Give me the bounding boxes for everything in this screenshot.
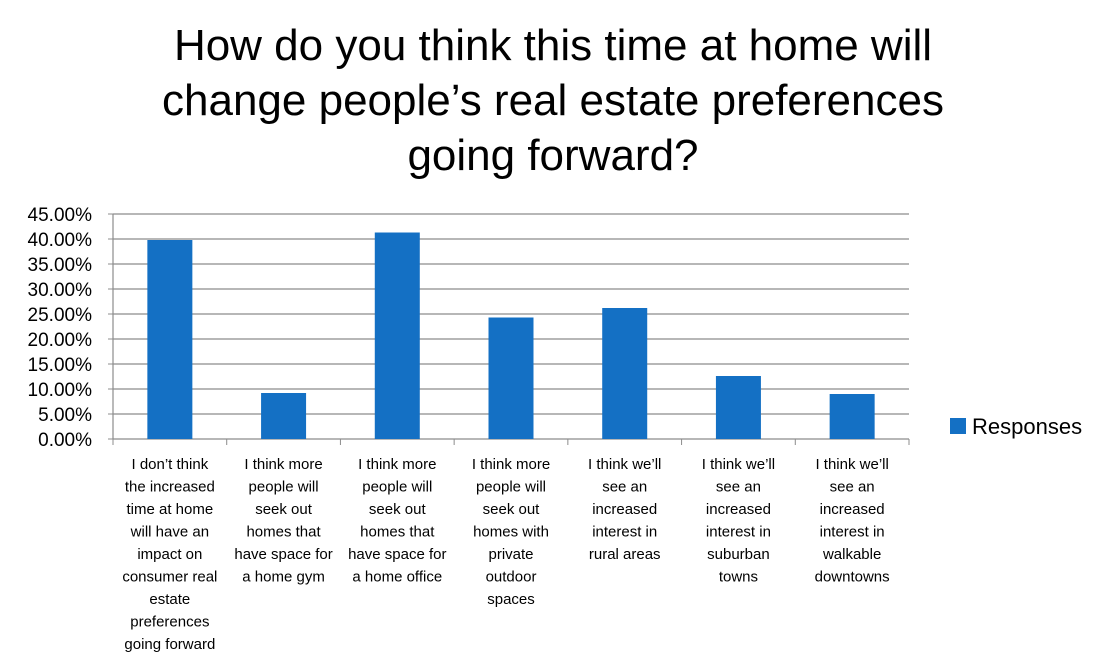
x-tick-label: going forward: [124, 636, 215, 653]
y-tick-label: 20.00%: [28, 330, 93, 351]
x-tick-label: increased: [592, 501, 657, 518]
x-tick-label: see an: [830, 479, 875, 496]
x-tick-label: towns: [719, 569, 758, 586]
y-tick-label: 45.00%: [28, 205, 93, 226]
x-tick-label: outdoor: [486, 569, 537, 586]
chart-title: How do you think this time at home will …: [80, 18, 1026, 183]
bar: [829, 394, 875, 439]
x-tick-label: I think more: [472, 456, 550, 473]
x-tick-label: seek out: [255, 501, 313, 518]
x-tick-label: people will: [476, 479, 546, 496]
x-tick-label: preferences: [130, 614, 209, 631]
x-tick-label: I think we’ll: [815, 456, 888, 473]
x-tick-label: I think we’ll: [588, 456, 661, 473]
x-tick-label: the increased: [125, 479, 215, 496]
bar: [715, 376, 761, 439]
bar: [261, 393, 307, 439]
x-tick-label: I think more: [358, 456, 436, 473]
x-tick-label: estate: [149, 591, 190, 608]
y-tick-label: 35.00%: [28, 255, 93, 276]
y-tick-label: 10.00%: [28, 380, 93, 401]
x-tick-label: interest in: [706, 524, 771, 541]
x-tick-label: a home office: [352, 569, 442, 586]
x-tick-label: seek out: [369, 501, 427, 518]
x-tick-label: I think more: [244, 456, 322, 473]
x-tick-label: seek out: [483, 501, 541, 518]
bar: [374, 232, 420, 439]
x-tick-label: people will: [249, 479, 319, 496]
x-tick-label: I don’t think: [131, 456, 208, 473]
x-tick-label: time at home: [126, 501, 213, 518]
x-tick-label: homes with: [473, 524, 549, 541]
x-tick-label: have space for: [348, 546, 446, 563]
y-tick-label: 15.00%: [28, 355, 93, 376]
x-tick-label: rural areas: [589, 546, 661, 563]
x-tick-label: walkable: [822, 546, 881, 563]
bar: [147, 240, 193, 439]
y-tick-label: 0.00%: [38, 430, 92, 451]
x-tick-label: interest in: [820, 524, 885, 541]
y-tick-label: 25.00%: [28, 305, 93, 326]
x-tick-label: have space for: [234, 546, 332, 563]
x-tick-label: increased: [820, 501, 885, 518]
x-tick-label: suburban: [707, 546, 770, 563]
x-tick-label: private: [488, 546, 533, 563]
x-tick-label: increased: [706, 501, 771, 518]
bar: [488, 317, 534, 439]
y-tick-label: 40.00%: [28, 230, 93, 251]
x-tick-label: will have an: [130, 524, 209, 541]
y-tick-label: 30.00%: [28, 280, 93, 301]
x-tick-label: spaces: [487, 591, 535, 608]
chart-title-line: How do you think this time at home will: [173, 21, 933, 70]
x-tick-label: homes that: [360, 524, 435, 541]
bar: [602, 308, 648, 439]
x-tick-label: a home gym: [242, 569, 325, 586]
x-tick-label: downtowns: [815, 569, 890, 586]
x-tick-label: impact on: [137, 546, 202, 563]
x-tick-label: people will: [362, 479, 432, 496]
x-tick-label: consumer real: [122, 569, 217, 586]
chart-title-line: going forward?: [407, 131, 699, 180]
chart-title-line: change people’s real estate preferences: [162, 76, 944, 125]
y-tick-label: 5.00%: [38, 405, 92, 426]
x-tick-label: see an: [602, 479, 647, 496]
x-tick-label: homes that: [246, 524, 321, 541]
x-tick-label: I think we’ll: [702, 456, 775, 473]
x-tick-label: see an: [716, 479, 761, 496]
legend-swatch: [950, 418, 966, 434]
x-tick-label: interest in: [592, 524, 657, 541]
legend-label: Responses: [972, 414, 1082, 439]
